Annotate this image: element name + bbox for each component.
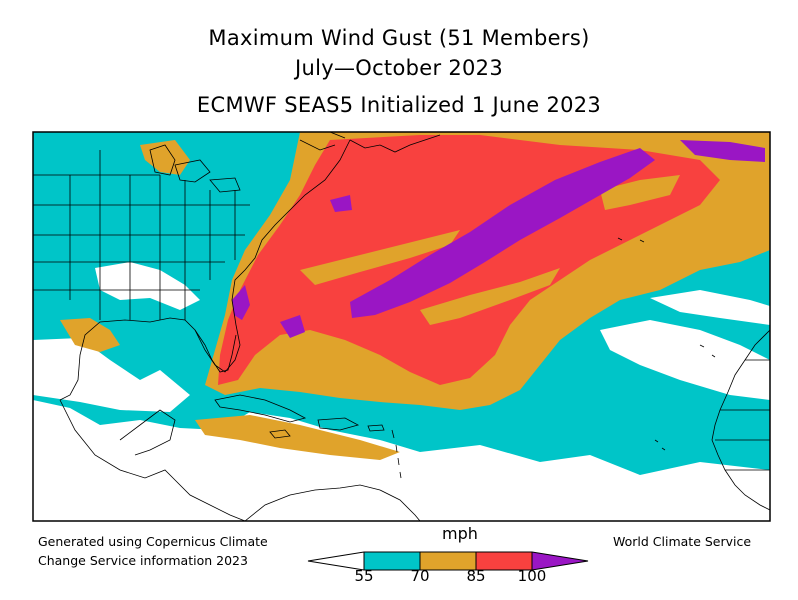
canada-coastline (299, 132, 441, 153)
florida-outline (194, 329, 237, 373)
field-below-55-land (95, 262, 200, 310)
field-above-100 (350, 148, 655, 318)
credit-wcs: World Climate Service (613, 534, 752, 549)
colorbar (307, 551, 589, 571)
field-above-100-florida (232, 285, 250, 320)
africa-coastline (711, 329, 770, 511)
credit-copernicus: Generated using Copernicus Climate Chang… (38, 532, 268, 570)
field-below-55-east (650, 290, 770, 325)
cuba-outline (214, 394, 307, 423)
us-state-borders (33, 150, 250, 320)
colorbar-tick-100: 100 (517, 567, 547, 585)
colorbar-tick-70: 70 (410, 567, 430, 585)
map-frame (32, 131, 771, 522)
field-70-85-streak-1 (300, 230, 460, 285)
colorbar-tick-85: 85 (466, 567, 486, 585)
field-below-55-gulf (33, 338, 190, 412)
colorbar-dividers (363, 552, 533, 570)
colorbar-bin-above-100 (532, 552, 588, 570)
field-70-85-gulf (60, 318, 120, 352)
map-period: July—October 2023 (294, 56, 504, 80)
africa-borders (715, 359, 770, 471)
field-above-100-offshore (280, 315, 305, 338)
colorbar-bin-85-100 (476, 552, 532, 570)
hispaniola-outline (317, 417, 360, 431)
field-70-85-streak-2 (420, 268, 560, 325)
south-america-coastline (244, 484, 421, 521)
field-above-100-north (680, 140, 765, 162)
credit-line-2: Change Service information 2023 (38, 553, 248, 568)
colorbar-bin-below-55 (308, 552, 364, 570)
field-below-55-atlantic (600, 320, 770, 400)
colorbar-bin-55-70 (364, 552, 420, 570)
colorbar-bin-70-85 (420, 552, 476, 570)
lesser-antilles (391, 429, 402, 479)
coastlines-and-borders (33, 132, 770, 521)
great-lakes (149, 144, 241, 193)
map-field (33, 132, 770, 521)
colorbar-unit-label: mph (442, 524, 478, 543)
jamaica-outline (269, 429, 291, 439)
credit-line-1: Generated using Copernicus Climate (38, 534, 268, 549)
colorbar-tick-55: 55 (354, 567, 374, 585)
map-subtitle: ECMWF SEAS5 Initialized 1 June 2023 (196, 93, 602, 117)
puerto-rico-outline (367, 424, 385, 432)
field-above-100-midatlantic (330, 195, 352, 212)
atlantic-islands (617, 237, 716, 451)
field-70-85-caribbean (195, 415, 400, 460)
map-title: Maximum Wind Gust (51 Members) (208, 26, 590, 50)
field-70-85-streak-3 (600, 175, 680, 210)
central-america-coastline (59, 399, 246, 521)
us-east-coastline (59, 139, 351, 401)
